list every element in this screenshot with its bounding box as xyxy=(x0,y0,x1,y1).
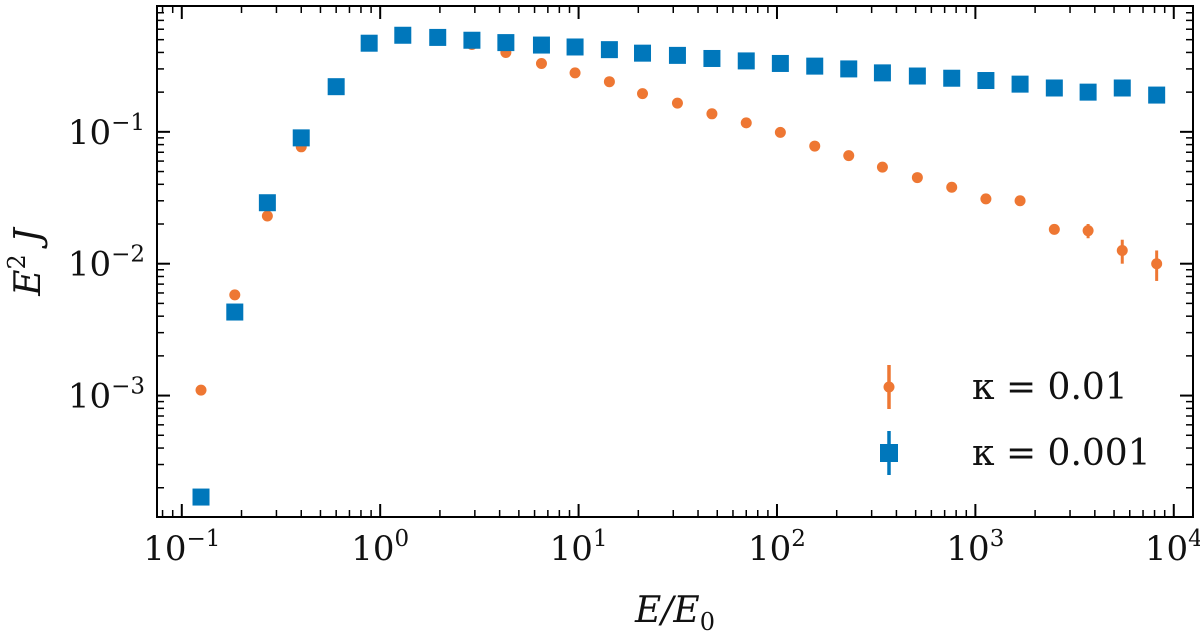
y-tick-exponent: −2 xyxy=(111,242,145,268)
data-point xyxy=(292,129,310,147)
y-axis-title-tail: J xyxy=(8,226,49,254)
data-point xyxy=(943,69,961,87)
data-point xyxy=(360,34,378,52)
data-point xyxy=(1116,244,1128,256)
data-point xyxy=(637,88,649,100)
data-point xyxy=(261,210,273,222)
y-tick-base: 10 xyxy=(68,377,111,417)
y-tick-exponent: −1 xyxy=(111,110,145,136)
data-point xyxy=(603,76,615,88)
data-point xyxy=(774,126,786,138)
data-point xyxy=(195,384,207,396)
data-point xyxy=(497,34,515,52)
data-point xyxy=(876,161,888,173)
legend-label: κ = 0.001 xyxy=(972,433,1151,474)
legend-label: κ = 0.01 xyxy=(972,367,1128,408)
y-tick-exponent: −3 xyxy=(111,374,145,400)
y-tick-base: 10 xyxy=(68,113,111,153)
legend: κ = 0.01 κ = 0.001 xyxy=(880,365,1151,475)
data-point xyxy=(740,117,752,129)
data-point xyxy=(706,108,718,120)
data-point xyxy=(809,140,821,152)
legend-marker xyxy=(883,381,895,393)
x-axis-title-base: E/E xyxy=(634,590,700,631)
data-point xyxy=(771,54,789,72)
data-point xyxy=(566,38,584,56)
data-point xyxy=(980,193,992,205)
x-tick-exponent: 4 xyxy=(1188,526,1200,552)
data-point xyxy=(394,26,412,44)
x-tick-base: 10 xyxy=(748,529,791,569)
data-point xyxy=(946,181,958,193)
data-point xyxy=(535,57,547,69)
data-point xyxy=(668,46,686,64)
x-tick-label: 101 xyxy=(550,526,608,569)
data-point xyxy=(1151,258,1163,270)
data-point xyxy=(532,36,550,54)
data-point xyxy=(1045,79,1063,97)
y-axis-title-superscript: 2 xyxy=(3,254,31,269)
x-tick-label: 10−1 xyxy=(143,526,220,569)
data-point xyxy=(873,64,891,82)
data-point xyxy=(634,44,652,62)
data-point xyxy=(1082,225,1094,237)
x-tick-base: 10 xyxy=(143,529,186,569)
y-tick-label: 10−3 xyxy=(68,374,145,417)
x-tick-exponent: 2 xyxy=(791,526,806,552)
x-tick-base: 10 xyxy=(550,529,593,569)
data-point xyxy=(671,97,683,109)
x-tick-label: 104 xyxy=(1145,526,1200,569)
data-point xyxy=(1148,86,1166,104)
y-tick-label: 10−2 xyxy=(68,242,145,285)
x-tick-exponent: −1 xyxy=(186,526,220,552)
data-point xyxy=(226,303,244,321)
data-point xyxy=(806,57,824,75)
plot-frame xyxy=(156,5,1194,518)
data-point xyxy=(1079,83,1097,101)
series-kappa-0-001 xyxy=(192,26,1166,506)
data-point xyxy=(229,289,241,301)
x-tick-label: 103 xyxy=(946,526,1004,569)
data-point xyxy=(908,67,926,85)
x-tick-exponent: 1 xyxy=(593,526,608,552)
axis-ticks xyxy=(157,5,1193,517)
y-axis-title-base: E xyxy=(8,269,49,296)
data-point xyxy=(1011,75,1029,93)
x-tick-label: 100 xyxy=(351,526,409,569)
data-point xyxy=(843,150,855,162)
data-point xyxy=(463,31,481,49)
x-axis-title-subscript: 0 xyxy=(700,608,715,634)
data-point xyxy=(1014,195,1026,207)
x-tick-base: 10 xyxy=(351,529,394,569)
y-tick-base: 10 xyxy=(68,245,111,285)
x-axis-title: E/E0 xyxy=(634,590,715,634)
data-point xyxy=(600,41,618,59)
x-tick-exponent: 0 xyxy=(394,526,409,552)
data-point xyxy=(911,172,923,184)
y-tick-label: 10−1 xyxy=(68,110,145,153)
data-layer xyxy=(192,26,1166,506)
y-axis-title: E2 J xyxy=(3,226,49,297)
x-tick-exponent: 3 xyxy=(990,526,1005,552)
data-point xyxy=(1113,79,1131,97)
data-point xyxy=(703,49,721,67)
legend-marker xyxy=(880,444,898,462)
data-point xyxy=(258,194,276,212)
data-point xyxy=(569,67,581,79)
data-point xyxy=(429,28,447,46)
data-point xyxy=(737,52,755,70)
data-point xyxy=(977,72,995,90)
x-tick-base: 10 xyxy=(1145,529,1188,569)
data-point xyxy=(840,60,858,78)
data-point xyxy=(192,488,210,506)
x-tick-label: 102 xyxy=(748,526,806,569)
x-tick-base: 10 xyxy=(946,529,989,569)
data-point xyxy=(1048,223,1060,235)
data-point xyxy=(327,78,345,96)
